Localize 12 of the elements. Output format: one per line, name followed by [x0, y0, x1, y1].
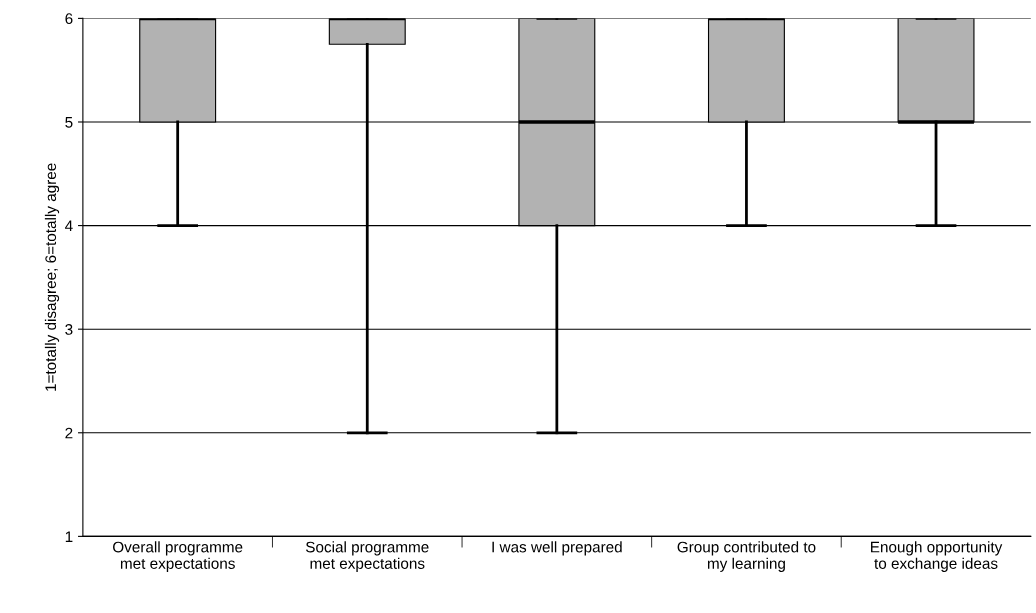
y-tick-label: 6 [65, 13, 73, 25]
x-tick-label: Overall programme met expectations [113, 541, 243, 572]
x-tick-label: Social programme met expectations [305, 541, 429, 572]
y-tick-label: 5 [65, 117, 73, 128]
y-tick-label: 1 [65, 531, 73, 542]
y-tick-label: 4 [65, 220, 73, 232]
y-axis-title: 1=totally disagree; 6=totally agree [44, 163, 60, 391]
x-tick-label: Group contributed to my learning [677, 541, 816, 572]
y-tick-label: 2 [65, 427, 73, 439]
x-tick-label: Enough opportunity to exchange ideas [871, 541, 1003, 572]
x-tick-label: I was well prepared [492, 541, 622, 556]
y-tick-label: 3 [65, 324, 73, 335]
